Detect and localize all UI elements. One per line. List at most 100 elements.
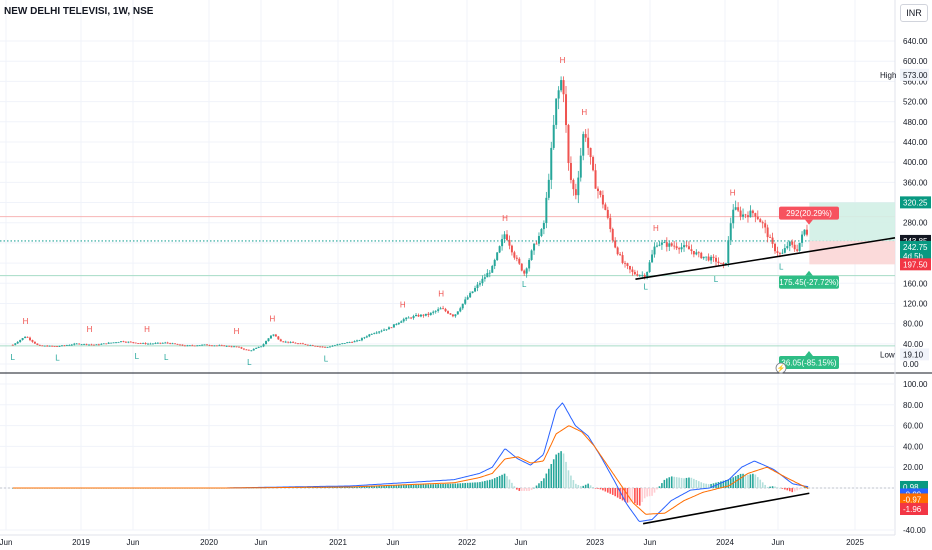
- candle-body[interactable]: [203, 344, 206, 346]
- candle-body[interactable]: [265, 341, 268, 345]
- candle-body[interactable]: [348, 342, 351, 343]
- candle-body[interactable]: [400, 321, 403, 323]
- candle-body[interactable]: [252, 348, 255, 351]
- candlestick-series[interactable]: [11, 76, 808, 352]
- candle-body[interactable]: [299, 343, 302, 345]
- candle-body[interactable]: [582, 134, 585, 156]
- candle-body[interactable]: [159, 342, 162, 344]
- candle-body[interactable]: [518, 258, 521, 264]
- candle-body[interactable]: [474, 288, 477, 292]
- candle-body[interactable]: [786, 246, 789, 249]
- candle-body[interactable]: [186, 345, 189, 347]
- candle-body[interactable]: [781, 252, 784, 254]
- candle-body[interactable]: [759, 219, 762, 223]
- candle-body[interactable]: [41, 345, 44, 347]
- candle-body[interactable]: [761, 222, 764, 224]
- candle-body[interactable]: [478, 283, 481, 285]
- candle-body[interactable]: [609, 217, 612, 230]
- candle-body[interactable]: [58, 346, 61, 347]
- candle-body[interactable]: [301, 343, 304, 345]
- candle-body[interactable]: [619, 254, 622, 256]
- candle-body[interactable]: [633, 271, 636, 275]
- candle-body[interactable]: [151, 343, 154, 345]
- candle-body[interactable]: [717, 261, 720, 263]
- candle-body[interactable]: [464, 299, 467, 304]
- candle-body[interactable]: [803, 229, 806, 235]
- candle-body[interactable]: [476, 284, 479, 289]
- candle-body[interactable]: [316, 346, 319, 347]
- candle-body[interactable]: [63, 345, 66, 347]
- candle-body[interactable]: [771, 237, 774, 244]
- candle-body[interactable]: [498, 246, 501, 253]
- candle-body[interactable]: [611, 229, 614, 241]
- candle-body[interactable]: [250, 350, 253, 352]
- candle-body[interactable]: [360, 338, 363, 341]
- candle-body[interactable]: [601, 194, 604, 205]
- candle-body[interactable]: [380, 330, 383, 332]
- candle-body[interactable]: [321, 346, 324, 348]
- candle-body[interactable]: [663, 242, 666, 244]
- candle-body[interactable]: [764, 223, 767, 228]
- candle-body[interactable]: [710, 256, 713, 261]
- candle-body[interactable]: [215, 345, 218, 347]
- candle-body[interactable]: [166, 342, 169, 344]
- candle-body[interactable]: [658, 244, 661, 246]
- candle-body[interactable]: [119, 341, 122, 343]
- candle-body[interactable]: [255, 347, 258, 349]
- candle-body[interactable]: [449, 313, 452, 315]
- candle-body[interactable]: [14, 343, 17, 345]
- candle-body[interactable]: [592, 157, 595, 171]
- candle-body[interactable]: [801, 234, 804, 243]
- candle-body[interactable]: [744, 214, 747, 216]
- candle-body[interactable]: [346, 342, 349, 344]
- lightning-icon[interactable]: [775, 362, 787, 374]
- candle-body[interactable]: [439, 308, 442, 310]
- candle-body[interactable]: [134, 342, 137, 344]
- macd-line[interactable]: [12, 402, 809, 523]
- candle-body[interactable]: [687, 246, 690, 250]
- candle-body[interactable]: [405, 317, 408, 320]
- candle-body[interactable]: [491, 266, 494, 273]
- candle-body[interactable]: [277, 336, 280, 340]
- candle-body[interactable]: [147, 343, 150, 345]
- candle-body[interactable]: [715, 257, 717, 262]
- candle-body[interactable]: [419, 314, 422, 317]
- candle-body[interactable]: [655, 245, 658, 247]
- candle-body[interactable]: [324, 346, 327, 348]
- candle-body[interactable]: [680, 247, 683, 250]
- candle-body[interactable]: [311, 345, 314, 346]
- price-pane[interactable]: [0, 76, 896, 352]
- candle-body[interactable]: [370, 333, 373, 335]
- candle-body[interactable]: [174, 343, 177, 345]
- candle-body[interactable]: [287, 341, 290, 343]
- candle-body[interactable]: [557, 90, 560, 99]
- candle-body[interactable]: [584, 134, 587, 138]
- candle-body[interactable]: [390, 327, 393, 329]
- candle-body[interactable]: [129, 341, 132, 343]
- candle-body[interactable]: [110, 342, 113, 344]
- candle-body[interactable]: [444, 308, 447, 312]
- candle-body[interactable]: [727, 240, 730, 263]
- signal-line[interactable]: [12, 425, 809, 515]
- candle-body[interactable]: [356, 340, 359, 342]
- candle-body[interactable]: [648, 262, 651, 272]
- candle-body[interactable]: [481, 278, 484, 284]
- candle-body[interactable]: [262, 344, 265, 347]
- candle-body[interactable]: [552, 124, 555, 148]
- candle-body[interactable]: [233, 346, 236, 348]
- macd-histogram[interactable]: [11, 451, 808, 506]
- candle-body[interactable]: [778, 253, 781, 254]
- candle-body[interactable]: [43, 345, 46, 347]
- candle-body[interactable]: [678, 248, 681, 250]
- candle-body[interactable]: [628, 266, 631, 270]
- candle-body[interactable]: [673, 245, 676, 247]
- candle-body[interactable]: [550, 147, 553, 180]
- candle-body[interactable]: [19, 339, 22, 342]
- candle-body[interactable]: [297, 343, 300, 345]
- candle-body[interactable]: [530, 250, 533, 260]
- candle-body[interactable]: [579, 155, 582, 178]
- candle-body[interactable]: [805, 229, 808, 235]
- candle-body[interactable]: [183, 345, 186, 347]
- candle-body[interactable]: [60, 345, 63, 347]
